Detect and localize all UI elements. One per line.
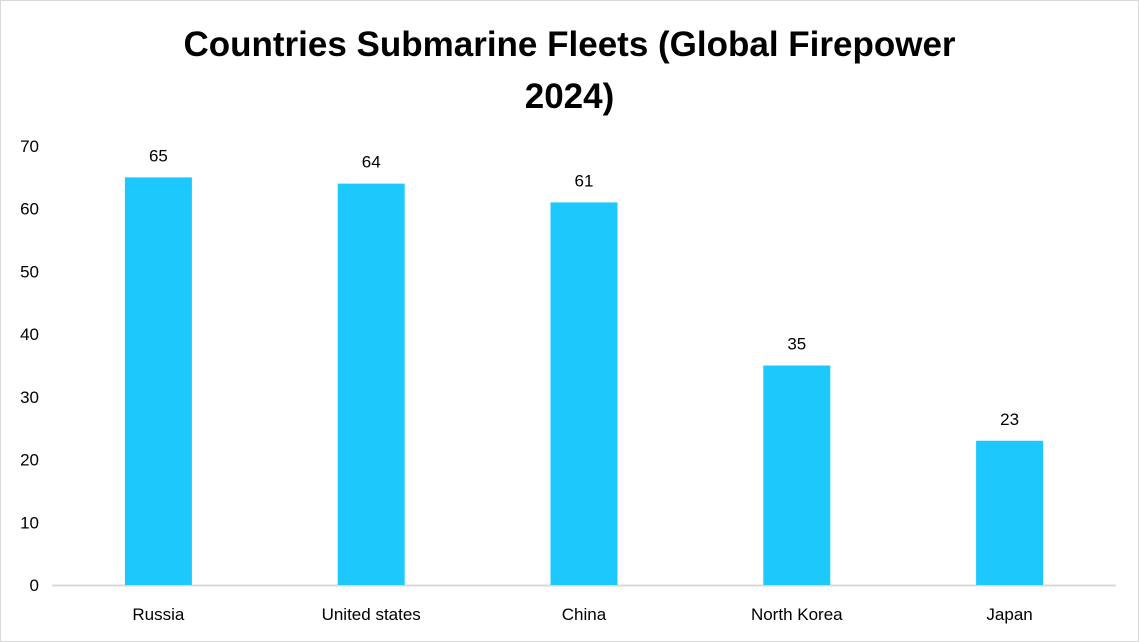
y-tick-label: 30 <box>20 388 39 407</box>
x-tick-label: Russia <box>132 605 185 624</box>
bar-china <box>550 202 618 585</box>
data-label: 64 <box>362 153 381 172</box>
y-tick-label: 60 <box>20 200 39 219</box>
data-label: 61 <box>575 171 594 190</box>
x-tick-label: China <box>562 605 607 624</box>
data-label: 23 <box>1000 410 1019 429</box>
chart-title-line-2: 2024) <box>524 77 615 116</box>
x-tick-label: United states <box>322 605 421 624</box>
bar-united-states <box>337 183 405 585</box>
bar-russia <box>124 177 192 585</box>
data-label: 65 <box>149 146 168 165</box>
y-tick-label: 20 <box>20 451 39 470</box>
chart-title: Countries Submarine Fleets (Global Firep… <box>1 19 1138 123</box>
bar-japan <box>976 440 1044 585</box>
chart-title-line-1: Countries Submarine Fleets (Global Firep… <box>183 25 956 64</box>
y-tick-label: 50 <box>20 262 39 281</box>
y-tick-label: 10 <box>20 513 39 532</box>
x-tick-label: North Korea <box>751 605 843 624</box>
y-tick-label: 70 <box>20 137 39 156</box>
y-tick-label: 0 <box>30 576 39 595</box>
x-tick-label: Japan <box>986 605 1032 624</box>
bar-north-korea <box>763 365 831 585</box>
y-tick-label: 40 <box>20 325 39 344</box>
data-label: 35 <box>787 335 806 354</box>
